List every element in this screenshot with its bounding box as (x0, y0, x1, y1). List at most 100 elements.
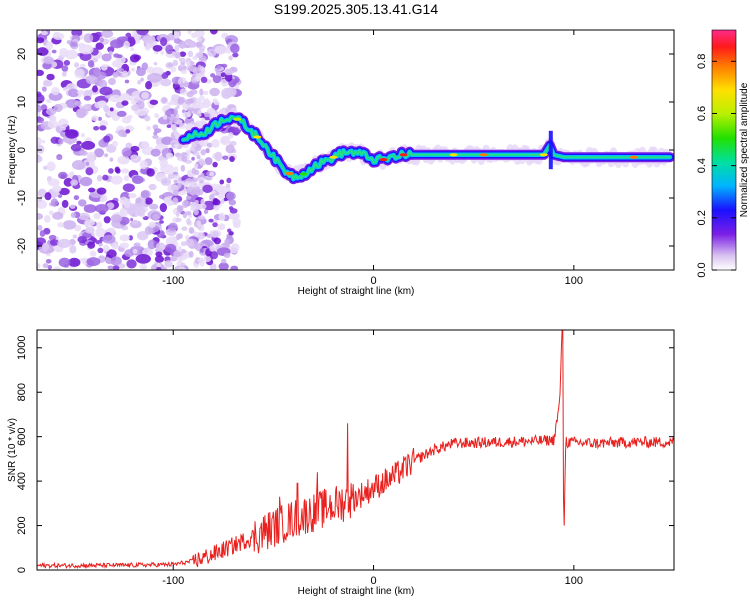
spectrogram-noise-blob (209, 247, 216, 252)
spectrogram-noise-blob (85, 74, 98, 85)
snr-y-label: SNR (10 * v/v) (7, 418, 18, 482)
spectrogram-noise-blob (65, 129, 79, 139)
spectrogram-noise-blob (111, 140, 119, 147)
spectrogram-noise-blob (83, 204, 97, 213)
spectrogram-noise-blob (102, 244, 110, 253)
spectrogram-noise-blob (176, 233, 181, 241)
spectrogram-noise-blob (149, 203, 159, 210)
spectrogram-noise-blob (206, 107, 216, 114)
spectrogram-noise-blob (192, 151, 200, 156)
spectrogram-noise-blob (228, 212, 240, 220)
snr-x-tick-label: -100 (162, 575, 184, 587)
spectrogram-noise-blob (86, 257, 101, 267)
spectrogram-noise-blob (167, 173, 176, 180)
spectrogram-noise-blob (78, 212, 90, 221)
spectrogram-noise-blob (98, 242, 103, 247)
spectrogram-noise-blob (194, 199, 199, 205)
spectrogram-noise-blob (185, 234, 190, 241)
spectrogram-hot-spot (253, 135, 262, 139)
spectrogram-noise-blob (126, 115, 133, 120)
snr-y-tick-label: 600 (16, 427, 28, 445)
spectrogram-noise-blob (186, 110, 192, 118)
spectrogram-noise-blob (153, 61, 158, 66)
spectrogram-x-label: Height of straight line (km) (298, 286, 415, 297)
spectrogram-noise-blob (171, 51, 177, 57)
spectrogram-noise-blob (69, 41, 78, 48)
spectrogram-noise-blob (187, 98, 194, 104)
spectrogram-noise-blob (71, 30, 83, 37)
spectrogram-noise-blob (103, 153, 109, 158)
spectrogram-noise-blob (222, 136, 231, 143)
snr-y-tick-label: 400 (16, 472, 28, 490)
spectrogram-noise-blob (187, 50, 194, 58)
spectrogram-noise-blob (79, 63, 86, 68)
spectrogram-noise-blob (174, 44, 180, 53)
spectrogram-noise-blob (179, 88, 188, 95)
spectrogram-noise-blob (58, 257, 71, 268)
spectrogram-noise-blob (112, 71, 119, 78)
spectrogram-noise-blob (99, 86, 113, 96)
spectrogram-noise-blob (122, 70, 129, 78)
spectrogram-noise-blob (132, 248, 138, 254)
spectrogram-noise-blob (66, 83, 74, 90)
spectrogram-noise-blob (110, 214, 123, 224)
spectrogram-noise-blob (137, 206, 146, 217)
spectrogram-noise-blob (175, 217, 182, 223)
spectrogram-noise-blob (214, 45, 228, 55)
spectrogram-noise-blob (77, 235, 88, 244)
spectrogram-noise-blob (87, 241, 96, 249)
spectrogram-noise-blob (52, 185, 62, 193)
spectrogram-noise-blob (44, 192, 52, 201)
spectrogram-noise-blob (225, 144, 235, 154)
spectrogram-noise-blob (73, 195, 80, 201)
spectrogram-noise-blob (124, 79, 130, 84)
colorbar-ticks: 0.0 0.2 0.4 0.6 0.8 (696, 54, 736, 278)
spectrogram-noise-blob (209, 87, 220, 97)
spectrogram-noise-blob (144, 197, 153, 205)
spectrogram-noise-blob (195, 41, 203, 48)
spectrogram-noise-blob (168, 222, 178, 231)
colorbar: 0.0 0.2 0.4 0.6 0.8 Normalized spectral ampl… (696, 29, 750, 278)
spectrogram-noise-blob (79, 176, 93, 187)
spectrogram-noise-blob (165, 44, 174, 55)
spectrogram-noise-blob (37, 199, 48, 209)
spectrogram-noise-blob (207, 48, 217, 57)
spectrogram-noise-blob (169, 115, 178, 124)
spectrogram-noise-blob (160, 37, 168, 47)
spectrogram-noise-blob (146, 126, 151, 131)
spectrogram-noise-blob (109, 107, 114, 112)
spectrogram-noise-blob (123, 175, 130, 182)
spectrogram-noise-blob (37, 155, 42, 161)
spectrogram-noise-blob (137, 79, 142, 85)
spectrogram-noise-blob (118, 263, 126, 269)
spectrogram-noise-blob (170, 66, 177, 73)
spectrogram-x-tick-label: -100 (162, 275, 184, 287)
spectrogram-noise-blob (176, 255, 183, 262)
spectrogram-noise-blob (70, 212, 77, 218)
snr-y-tick-label: 0 (16, 567, 28, 573)
spectrogram-noise-blob (79, 257, 86, 262)
spectrogram-noise-blob (46, 161, 56, 172)
spectrogram-noise-blob (209, 171, 215, 177)
spectrogram-noise-blob (63, 177, 73, 187)
spectrogram-noise-blob (64, 49, 79, 60)
spectrogram-noise-blob (171, 123, 177, 132)
spectrogram-noise-blob (172, 59, 179, 67)
spectrogram-noise-blob (125, 129, 131, 134)
spectrogram-noise-blob (37, 213, 44, 220)
spectrogram-noise-blob (73, 100, 82, 106)
spectrogram-noise-blob (99, 125, 107, 131)
spectrogram-noise-blob (139, 263, 148, 270)
spectrogram-noise-blob (196, 37, 203, 42)
spectrogram-noise-blob (156, 266, 162, 270)
spectrogram-noise-blob (37, 224, 43, 231)
spectrogram-noise-blob (41, 30, 48, 36)
spectrogram-noise-blob (148, 183, 157, 191)
spectrogram-hot-spot (233, 117, 242, 121)
spectrogram-noise-blob (148, 221, 156, 228)
spectrogram-noise-blob (95, 71, 107, 80)
spectrogram-noise-blob (46, 73, 55, 81)
spectrogram-noise-blob (144, 115, 151, 122)
spectrogram-noise-blob (217, 223, 226, 231)
